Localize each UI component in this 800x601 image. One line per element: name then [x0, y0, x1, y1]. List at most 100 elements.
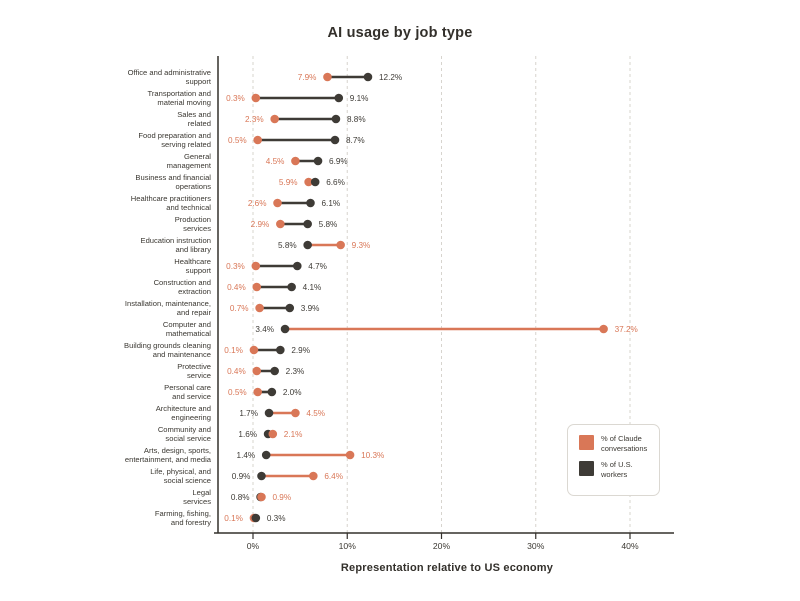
category-label: Business and financial	[135, 173, 211, 182]
claude-value-label: 2.1%	[284, 430, 303, 439]
category-label: support	[186, 266, 212, 275]
category-label: and library	[176, 245, 212, 254]
category-label: social service	[165, 434, 211, 443]
claude-dot	[270, 114, 279, 124]
category-label: Arts, design, sports,	[144, 446, 211, 455]
claude-value-label: 4.5%	[266, 157, 285, 166]
claude-swatch-icon	[579, 435, 594, 450]
workers-swatch-icon	[579, 461, 594, 476]
category-label: Education instruction	[141, 236, 212, 245]
claude-dot	[268, 429, 278, 439]
claude-dot	[251, 93, 261, 103]
workers-dot	[292, 261, 302, 271]
claude-value-label: 2.9%	[251, 220, 270, 229]
claude-dot	[257, 492, 266, 502]
category-label: Construction and	[154, 278, 211, 287]
category-label: operations	[176, 182, 212, 191]
legend-item-workers: % of U.S. workers	[579, 460, 653, 479]
workers-dot	[285, 303, 295, 313]
claude-dot	[255, 303, 264, 313]
workers-dot	[280, 324, 290, 334]
workers-value-label: 5.8%	[319, 220, 338, 229]
workers-value-label: 3.9%	[301, 304, 320, 313]
workers-dot	[313, 156, 323, 166]
workers-value-label: 1.4%	[237, 451, 256, 460]
category-label: entertainment, and media	[125, 455, 212, 464]
legend-label-workers: % of U.S. workers	[601, 460, 633, 479]
workers-value-label: 6.9%	[329, 157, 348, 166]
workers-dot	[261, 450, 271, 460]
claude-dot	[291, 156, 300, 166]
claude-dot	[252, 366, 262, 376]
claude-value-label: 7.9%	[298, 73, 317, 82]
category-label: related	[188, 119, 211, 128]
category-label: and maintenance	[153, 350, 211, 359]
claude-dot	[336, 240, 345, 250]
workers-dot	[331, 114, 341, 124]
claude-value-label: 37.2%	[615, 325, 638, 334]
legend-item-claude: % of Claude conversations	[579, 434, 653, 453]
claude-value-label: 2.6%	[248, 199, 267, 208]
category-label: and repair	[177, 308, 212, 317]
category-label: Computer and	[163, 320, 211, 329]
claude-dot	[253, 135, 263, 145]
claude-dot	[273, 198, 282, 208]
workers-value-label: 2.9%	[291, 346, 310, 355]
category-label: Protective	[177, 362, 211, 371]
category-label: and service	[172, 392, 211, 401]
workers-value-label: 8.7%	[346, 136, 365, 145]
category-label: Architecture and	[156, 404, 211, 413]
category-label: Sales and	[177, 110, 211, 119]
claude-dot	[309, 471, 318, 481]
claude-dot	[345, 450, 355, 460]
category-label: Community and	[158, 425, 211, 434]
claude-value-label: 6.4%	[324, 472, 343, 481]
claude-value-label: 0.9%	[272, 493, 291, 502]
legend-label-claude: % of Claude conversations	[601, 434, 648, 453]
workers-dot	[264, 408, 274, 418]
workers-value-label: 5.8%	[278, 241, 297, 250]
workers-dot	[270, 366, 279, 376]
workers-value-label: 0.8%	[231, 493, 250, 502]
category-label: Personal care	[164, 383, 211, 392]
workers-value-label: 3.4%	[255, 325, 274, 334]
category-label: social science	[164, 476, 211, 485]
workers-value-label: 12.2%	[379, 73, 402, 82]
claude-dot	[276, 219, 285, 229]
category-label: material moving	[157, 98, 211, 107]
workers-dot	[310, 177, 320, 187]
workers-dot	[287, 282, 296, 292]
x-tick-label: 0%	[247, 541, 260, 551]
category-label: Building grounds cleaning	[124, 341, 211, 350]
workers-value-label: 6.6%	[326, 178, 345, 187]
category-label: services	[183, 224, 211, 233]
claude-value-label: 2.3%	[245, 115, 264, 124]
workers-dot	[303, 219, 312, 229]
claude-value-label: 4.5%	[306, 409, 325, 418]
workers-value-label: 1.6%	[238, 430, 257, 439]
category-label: support	[186, 77, 212, 86]
chart-title: AI usage by job type	[327, 25, 473, 41]
workers-dot	[267, 387, 277, 397]
claude-value-label: 0.5%	[228, 136, 247, 145]
category-label: Transportation and	[148, 89, 211, 98]
category-label: service	[187, 371, 211, 380]
workers-value-label: 6.1%	[321, 199, 340, 208]
claude-dot	[253, 387, 263, 397]
category-label: Legal	[192, 488, 211, 497]
workers-dot	[276, 345, 285, 355]
workers-dot	[330, 135, 340, 145]
category-label: Office and administrative	[128, 68, 211, 77]
x-tick-label: 30%	[527, 541, 545, 551]
claude-value-label: 10.3%	[361, 451, 384, 460]
claude-dot	[599, 324, 608, 334]
workers-dot	[363, 72, 373, 82]
workers-dot	[306, 198, 315, 208]
claude-value-label: 0.5%	[228, 388, 247, 397]
claude-dot	[304, 177, 313, 187]
workers-value-label: 4.1%	[303, 283, 322, 292]
claude-value-label: 0.1%	[224, 514, 243, 523]
workers-value-label: 2.3%	[286, 367, 305, 376]
category-label: mathematical	[166, 329, 211, 338]
